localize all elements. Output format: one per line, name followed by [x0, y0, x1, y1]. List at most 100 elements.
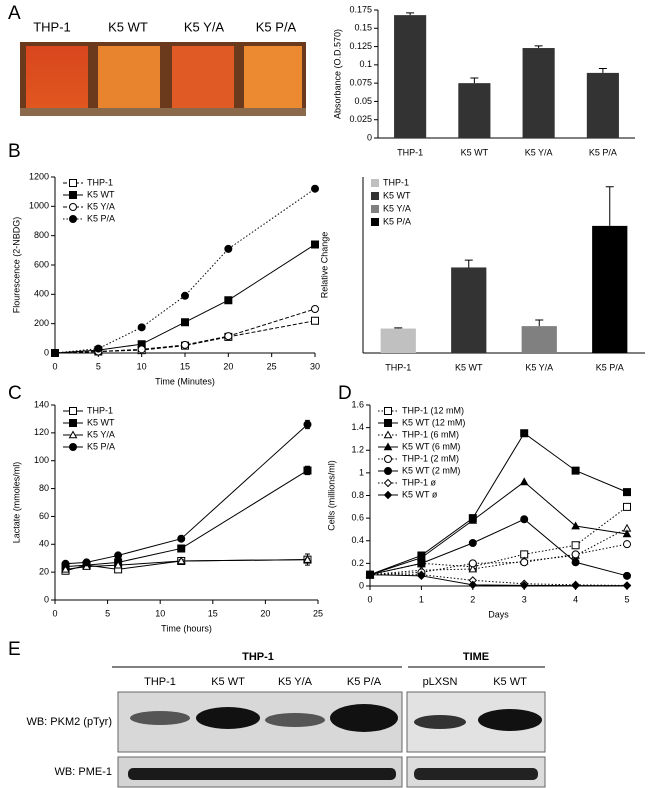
- marker: [311, 240, 319, 249]
- legend-label: K5 Y/A: [383, 203, 411, 213]
- marker: [61, 564, 70, 573]
- legend-label: THP-1: [87, 177, 113, 187]
- x-tick-label: 20: [223, 361, 233, 371]
- y-tick-label: 20: [39, 567, 49, 577]
- bar: [380, 328, 416, 353]
- lane-label: THP-1: [144, 676, 176, 688]
- line: [369, 527, 628, 576]
- x-tick-label: 15: [208, 608, 218, 618]
- error-bar: [464, 259, 473, 268]
- photo-label: K5 WT: [108, 19, 148, 34]
- y-tick-label: 800: [34, 230, 49, 240]
- error-bar: [394, 327, 403, 329]
- marker: [623, 540, 631, 549]
- line: [65, 470, 308, 568]
- marker: [181, 318, 189, 327]
- x-tick-label: THP-1: [397, 147, 423, 157]
- lane-label: pLXSN: [423, 676, 458, 688]
- lane-label: K5 WT: [493, 676, 527, 688]
- x-tick-label: 4: [573, 594, 578, 604]
- marker: [311, 184, 319, 193]
- legend-label: K5 Y/A: [87, 201, 115, 211]
- line: [369, 432, 628, 576]
- panel-letter: A: [8, 3, 21, 24]
- marker: [519, 581, 529, 590]
- legend-swatch: [371, 218, 379, 226]
- marker: [384, 407, 392, 415]
- line: [54, 244, 316, 354]
- x-tick-label: 0: [52, 608, 57, 618]
- marker: [69, 215, 77, 223]
- marker: [176, 556, 186, 565]
- y-axis-label: Flourescence (2-NBDG): [11, 217, 21, 314]
- marker: [622, 581, 632, 590]
- legend-label: K5 WT (2 mM): [402, 465, 460, 475]
- marker: [137, 345, 146, 354]
- marker: [69, 419, 77, 427]
- legend-label: THP-1: [87, 405, 113, 415]
- marker: [383, 490, 393, 500]
- x-tick-label: K5 Y/A: [525, 362, 553, 372]
- marker: [623, 488, 631, 497]
- marker: [383, 430, 393, 439]
- panel-letter: B: [8, 141, 21, 162]
- legend-label: K5 WT ø: [402, 489, 438, 499]
- marker: [622, 529, 632, 538]
- x-tick-label: 10: [155, 608, 165, 618]
- legend-label: K5 WT (12 mM): [402, 417, 465, 427]
- y-tick-label: 1.2: [351, 445, 364, 455]
- marker: [417, 559, 426, 568]
- marker: [224, 244, 233, 253]
- line: [369, 543, 628, 576]
- marker: [383, 478, 393, 488]
- panel-letter: D: [338, 383, 352, 404]
- marker: [468, 515, 478, 524]
- y-tick-label: 0.2: [351, 558, 364, 568]
- panel-letter: C: [8, 383, 22, 404]
- marker: [177, 534, 186, 543]
- lane-label: K5 WT: [211, 676, 245, 688]
- y-tick-label: 1000: [29, 201, 49, 211]
- y-tick-label: 0.1: [359, 59, 372, 69]
- marker: [520, 429, 529, 438]
- marker: [384, 467, 392, 475]
- photo-label: K5 Y/A: [184, 19, 225, 34]
- error-bar: [534, 45, 543, 49]
- lane-label: K5 Y/A: [278, 676, 313, 688]
- marker: [519, 477, 529, 486]
- marker: [520, 550, 529, 559]
- bar: [394, 15, 427, 138]
- y-tick-label: 100: [34, 455, 49, 465]
- line: [369, 506, 628, 576]
- marker: [303, 466, 312, 475]
- marker: [623, 571, 631, 580]
- x-tick-label: K5 P/A: [596, 362, 624, 372]
- y-tick-label: 0.4: [351, 535, 364, 545]
- marker: [520, 558, 529, 567]
- x-tick-label: 25: [313, 608, 323, 618]
- y-tick-label: 0.15: [354, 23, 372, 33]
- marker: [384, 455, 392, 463]
- row-label: WB: PME-1: [55, 766, 112, 778]
- error-bar: [406, 12, 415, 16]
- marker: [181, 291, 189, 300]
- line: [54, 308, 316, 354]
- blot-group: TIME: [463, 651, 489, 663]
- marker: [51, 349, 59, 357]
- y-tick-label: 0: [367, 132, 372, 142]
- line: [54, 188, 316, 354]
- legend-label: THP-1: [383, 177, 409, 187]
- row-label: WB: PKM2 (pTyr): [26, 716, 112, 728]
- line: [369, 574, 627, 587]
- legend-label: K5 WT: [383, 190, 411, 200]
- x-axis-label: Time (hours): [161, 623, 212, 633]
- x-tick-label: 25: [267, 361, 277, 371]
- legend-label: K5 Y/A: [87, 429, 115, 439]
- x-tick-label: 5: [105, 608, 110, 618]
- marker: [69, 179, 77, 187]
- legend-label: K5 P/A: [383, 216, 411, 226]
- marker: [181, 340, 189, 349]
- marker: [571, 558, 580, 567]
